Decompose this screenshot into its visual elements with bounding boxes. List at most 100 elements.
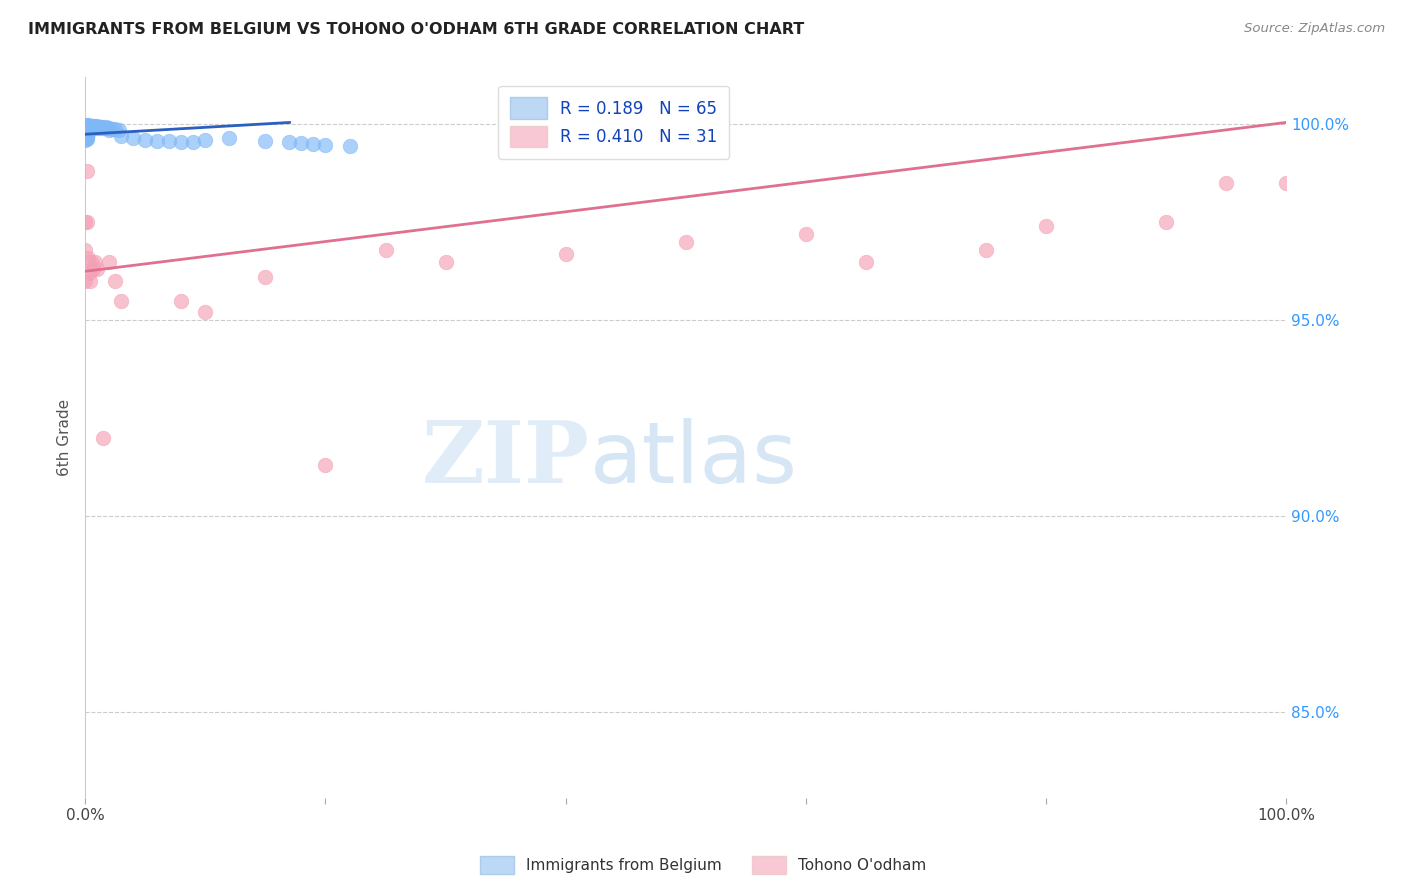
Point — [76, 164, 98, 178]
Point — [1154, 215, 1177, 229]
Point — [157, 134, 180, 148]
Point — [554, 246, 576, 260]
Point — [98, 121, 121, 136]
Point — [75, 243, 97, 257]
Point — [76, 120, 98, 134]
Point — [77, 266, 100, 280]
Point — [146, 134, 169, 148]
Point — [104, 274, 127, 288]
Point — [83, 120, 105, 134]
Y-axis label: 6th Grade: 6th Grade — [58, 400, 72, 476]
Point — [974, 243, 997, 257]
Point — [290, 136, 312, 150]
Point — [89, 120, 111, 135]
Point — [77, 120, 100, 135]
Point — [1035, 219, 1057, 234]
Point — [110, 293, 132, 308]
Text: IMMIGRANTS FROM BELGIUM VS TOHONO O'ODHAM 6TH GRADE CORRELATION CHART: IMMIGRANTS FROM BELGIUM VS TOHONO O'ODHA… — [28, 22, 804, 37]
Point — [675, 235, 697, 249]
Point — [98, 123, 121, 137]
Point — [76, 122, 98, 136]
Point — [77, 119, 100, 133]
Point — [1275, 176, 1298, 190]
Point — [76, 130, 98, 145]
Point — [218, 131, 240, 145]
Point — [75, 215, 97, 229]
Point — [76, 127, 98, 141]
Point — [76, 124, 98, 138]
Point — [75, 133, 97, 147]
Point — [108, 122, 131, 136]
Point — [76, 126, 98, 140]
Point — [76, 215, 98, 229]
Point — [183, 136, 205, 150]
Point — [80, 120, 103, 135]
Point — [434, 254, 457, 268]
Point — [94, 120, 117, 135]
Point — [75, 127, 97, 141]
Point — [75, 121, 97, 136]
Point — [76, 120, 98, 135]
Point — [86, 262, 108, 277]
Point — [79, 120, 101, 135]
Point — [194, 305, 217, 319]
Point — [76, 129, 98, 144]
Point — [84, 120, 107, 134]
Point — [76, 118, 98, 132]
Point — [76, 123, 98, 137]
Point — [86, 119, 108, 133]
Point — [75, 125, 97, 139]
Point — [170, 135, 193, 149]
Point — [80, 119, 103, 133]
Point — [194, 133, 217, 147]
Point — [82, 120, 104, 135]
Legend: R = 0.189   N = 65, R = 0.410   N = 31: R = 0.189 N = 65, R = 0.410 N = 31 — [498, 86, 728, 159]
Point — [76, 126, 98, 140]
Text: Source: ZipAtlas.com: Source: ZipAtlas.com — [1244, 22, 1385, 36]
Point — [278, 135, 301, 149]
Point — [254, 134, 277, 148]
Point — [96, 120, 118, 135]
Point — [339, 139, 361, 153]
Point — [75, 129, 97, 144]
Point — [76, 132, 98, 146]
Point — [80, 254, 103, 268]
Point — [315, 458, 337, 472]
Point — [302, 136, 325, 151]
Point — [98, 254, 121, 268]
Point — [76, 251, 98, 265]
Point — [86, 121, 108, 136]
Point — [170, 293, 193, 308]
Point — [75, 123, 97, 137]
Point — [84, 254, 107, 268]
Point — [134, 133, 156, 147]
Point — [87, 120, 110, 134]
Point — [76, 120, 98, 134]
Point — [82, 262, 104, 277]
Point — [84, 120, 107, 135]
Point — [374, 243, 396, 257]
Point — [93, 120, 115, 134]
Point — [93, 431, 115, 445]
Point — [1215, 176, 1237, 190]
Point — [104, 122, 127, 136]
Point — [75, 120, 97, 134]
Point — [76, 121, 98, 136]
Point — [794, 227, 817, 241]
Point — [82, 119, 104, 133]
Point — [75, 274, 97, 288]
Point — [93, 120, 115, 135]
Point — [76, 118, 98, 132]
Point — [76, 124, 98, 138]
Point — [79, 119, 101, 133]
Text: ZIP: ZIP — [422, 417, 589, 501]
Point — [855, 254, 877, 268]
Legend: Immigrants from Belgium, Tohono O'odham: Immigrants from Belgium, Tohono O'odham — [474, 850, 932, 880]
Point — [110, 129, 132, 144]
Point — [75, 131, 97, 145]
Point — [90, 120, 112, 135]
Point — [101, 121, 124, 136]
Point — [315, 137, 337, 152]
Point — [122, 131, 145, 145]
Point — [79, 274, 101, 288]
